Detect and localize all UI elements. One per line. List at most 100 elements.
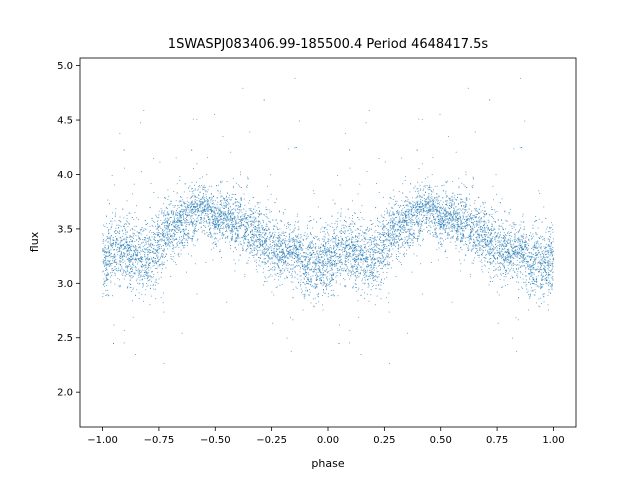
data-point [191, 220, 193, 222]
data-point [466, 209, 468, 211]
data-point [106, 265, 108, 267]
data-point [195, 213, 197, 215]
data-point [475, 251, 477, 253]
data-point [229, 218, 231, 220]
data-point [237, 228, 239, 230]
data-point [471, 230, 473, 232]
data-point [441, 207, 443, 209]
data-point [264, 232, 266, 234]
data-point [107, 251, 109, 253]
data-point [174, 214, 176, 216]
data-point [227, 211, 229, 213]
data-point [148, 240, 150, 242]
data-point [416, 209, 418, 211]
data-point [207, 189, 209, 191]
data-point [340, 240, 342, 242]
data-point [269, 263, 271, 265]
data-point [466, 236, 468, 238]
data-point [211, 216, 213, 217]
data-point [406, 221, 408, 223]
data-point [356, 250, 358, 252]
data-point [310, 269, 312, 271]
data-point [130, 249, 132, 251]
data-point [550, 227, 552, 228]
data-point [156, 229, 158, 231]
data-point [541, 272, 543, 274]
data-point [139, 261, 141, 263]
data-point [416, 237, 418, 239]
data-point [307, 235, 309, 237]
data-point [538, 190, 540, 192]
data-point [409, 232, 411, 234]
data-point [403, 252, 405, 254]
data-point [166, 206, 168, 208]
data-point [205, 197, 207, 199]
data-point [420, 207, 422, 209]
data-point [118, 248, 120, 249]
data-point [120, 238, 122, 240]
data-point [161, 213, 163, 215]
data-point [206, 203, 208, 205]
data-point [214, 114, 215, 115]
data-point [356, 277, 357, 279]
data-point [112, 262, 114, 264]
data-point [240, 198, 241, 200]
data-point [553, 238, 554, 240]
data-point [213, 202, 215, 204]
data-point [298, 259, 300, 261]
data-point [175, 264, 177, 265]
data-point [330, 294, 332, 296]
data-point [450, 218, 452, 220]
data-point [334, 251, 335, 253]
data-point [302, 244, 304, 246]
data-point [463, 233, 464, 235]
data-point [131, 254, 133, 256]
data-point [356, 249, 358, 251]
data-point [541, 263, 543, 265]
data-point [248, 208, 250, 210]
data-point [351, 200, 353, 202]
data-point [244, 242, 246, 244]
data-point [340, 242, 342, 243]
data-point [235, 205, 237, 207]
data-point [167, 218, 169, 220]
data-point [467, 237, 469, 239]
data-point [191, 209, 193, 211]
data-point [458, 251, 460, 253]
data-point [282, 243, 283, 245]
data-point [396, 216, 398, 218]
data-point [193, 233, 195, 235]
data-point [429, 215, 431, 217]
data-point [465, 216, 467, 218]
data-point [552, 249, 554, 251]
data-point [390, 227, 392, 229]
data-point [409, 241, 411, 243]
data-point [509, 242, 511, 244]
data-point [371, 234, 373, 236]
data-point [416, 220, 418, 222]
data-point [490, 232, 492, 234]
data-point [407, 223, 409, 225]
data-point [551, 277, 553, 279]
data-point [532, 237, 534, 239]
data-point [270, 274, 272, 276]
data-point [484, 229, 485, 231]
data-point [542, 253, 544, 254]
data-point [513, 240, 515, 242]
data-point [185, 211, 187, 212]
data-point [283, 270, 285, 272]
data-point [239, 209, 241, 211]
data-point [469, 273, 471, 275]
data-point [152, 260, 154, 262]
data-point [339, 261, 341, 263]
data-point [498, 241, 500, 243]
data-point [197, 210, 199, 212]
data-point [216, 207, 218, 209]
data-point [332, 263, 333, 265]
data-point [253, 243, 254, 245]
data-point [347, 235, 349, 237]
data-point [318, 265, 319, 267]
data-point [137, 282, 138, 284]
data-point [269, 258, 271, 260]
data-point [162, 231, 164, 233]
